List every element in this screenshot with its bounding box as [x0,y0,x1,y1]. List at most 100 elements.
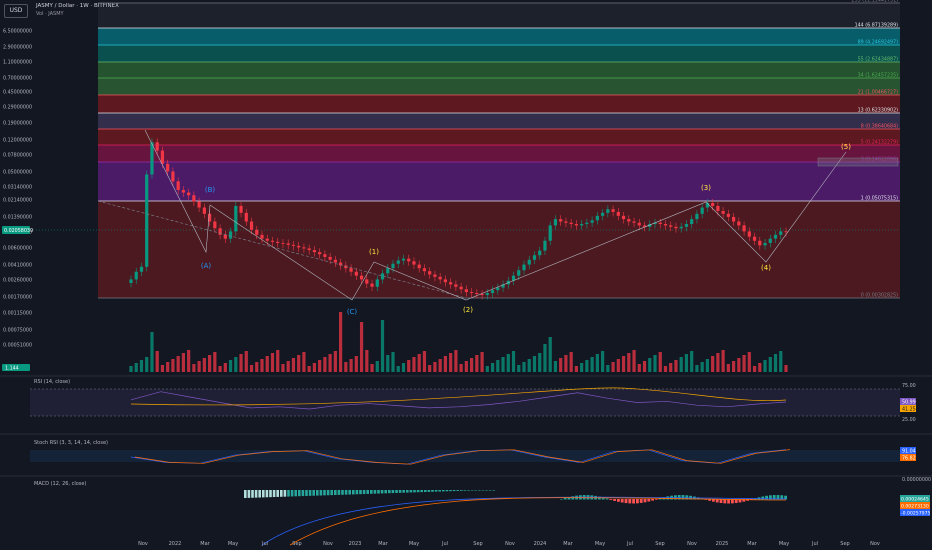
time-tick: Nov [138,541,148,547]
macd-hist-bar [359,490,362,495]
macd-badge [900,495,930,502]
candle-body [695,213,699,220]
volume-bar [716,353,720,372]
candle-body [218,228,222,235]
macd-hist-bar [470,490,474,491]
macd-hist-bar [377,490,380,494]
macd-hist-bar [452,490,456,492]
candle-body [747,231,751,237]
volume-bar [239,354,243,372]
wave-label: (5) [841,143,851,151]
candle-body [648,224,652,227]
fib-band [98,129,900,145]
macd-hist-bar [780,495,784,500]
volume-bar [323,357,327,372]
fib-label: 144 (6.87139289) [855,23,899,29]
candle-body [763,242,767,246]
macd-hist-bar [467,490,470,491]
volume-legend: Vol · JASMY [36,11,64,17]
rsi-line [130,391,787,410]
candle-body [249,221,254,230]
time-tick: 2023 [349,541,362,547]
candle-body [773,234,778,239]
wave-label: (2) [463,306,473,314]
rsi-badge [900,405,916,412]
macd-hist-bar [384,490,387,494]
fib-label: 1 (0.05075315) [861,196,898,202]
candle-body [365,279,369,284]
macd-hist-bar [677,495,681,500]
candle-body [674,226,678,229]
macd-hist-bar [772,495,776,500]
candle-body [700,207,704,214]
candle-body [627,219,631,222]
candle-body [370,283,374,287]
candle-body [155,142,159,151]
macd-hist-bar [388,490,391,494]
volume-bar [642,361,647,372]
macd-hist-bar [474,490,477,491]
volume-bar [265,356,269,372]
volume-bar [155,351,159,372]
volume-bar [705,359,709,372]
candle-body [412,261,416,265]
rsi-band [30,389,900,416]
volume-bar [208,355,212,372]
macd-hist-bar [424,490,427,492]
volume-bar [621,356,626,372]
candle-body [501,284,505,288]
volume-bar [464,361,468,372]
macd-hist-bar [262,490,265,498]
time-tick: Mar [200,541,210,547]
candle-body [663,224,668,226]
macd-hist-bar [283,490,287,497]
macd-hist-bar [769,495,772,500]
volume-bar [359,322,364,372]
volume-bar [721,350,725,372]
candle-body [291,244,296,246]
candle-body [522,264,526,271]
macd-hist-bar [620,499,624,503]
candle-body [145,174,149,267]
candle-body [559,219,563,222]
volume-bar [700,362,704,372]
fib-label: 55 (2.62434887) [858,57,898,63]
candle-body [234,205,238,232]
volume-bar [517,365,521,372]
volume-bar [490,363,495,372]
volume-bar [501,357,505,372]
candle-body [653,222,657,225]
time-tick: 2022 [169,541,182,547]
candle-body [187,192,191,196]
price-tick: 0.12000000 [3,138,32,144]
candle-body [202,207,206,214]
volume-bar [291,358,296,372]
stoch-badge-text: 91.04 [902,449,916,455]
macd-hist-bar [254,490,258,498]
volume-bar [485,366,489,372]
volume-bar [768,357,772,372]
candle-body [438,276,442,280]
volume-bar [732,361,736,372]
time-tick: Jul [441,541,448,547]
macd-hist-bar [456,490,459,491]
volume-bar [255,362,259,372]
volume-bar [752,366,757,372]
macd-hist-bar [449,490,452,492]
macd-hist-bar [639,499,643,503]
volume-bar [506,354,510,372]
stoch-title: Stoch RSI (3, 3, 14, 14, close) [34,440,108,446]
volume-bar [339,312,343,372]
volume-bar [695,365,699,372]
volume-bar [365,350,369,372]
volume-bar [653,355,657,372]
currency-button[interactable]: USD [4,4,28,18]
macd-hist-bar [605,498,609,500]
candle-body [333,259,337,263]
candle-body [181,189,185,193]
candle-body [580,224,584,226]
candle-body [485,293,489,296]
volume-bar [779,351,783,372]
candle-body [496,287,500,291]
